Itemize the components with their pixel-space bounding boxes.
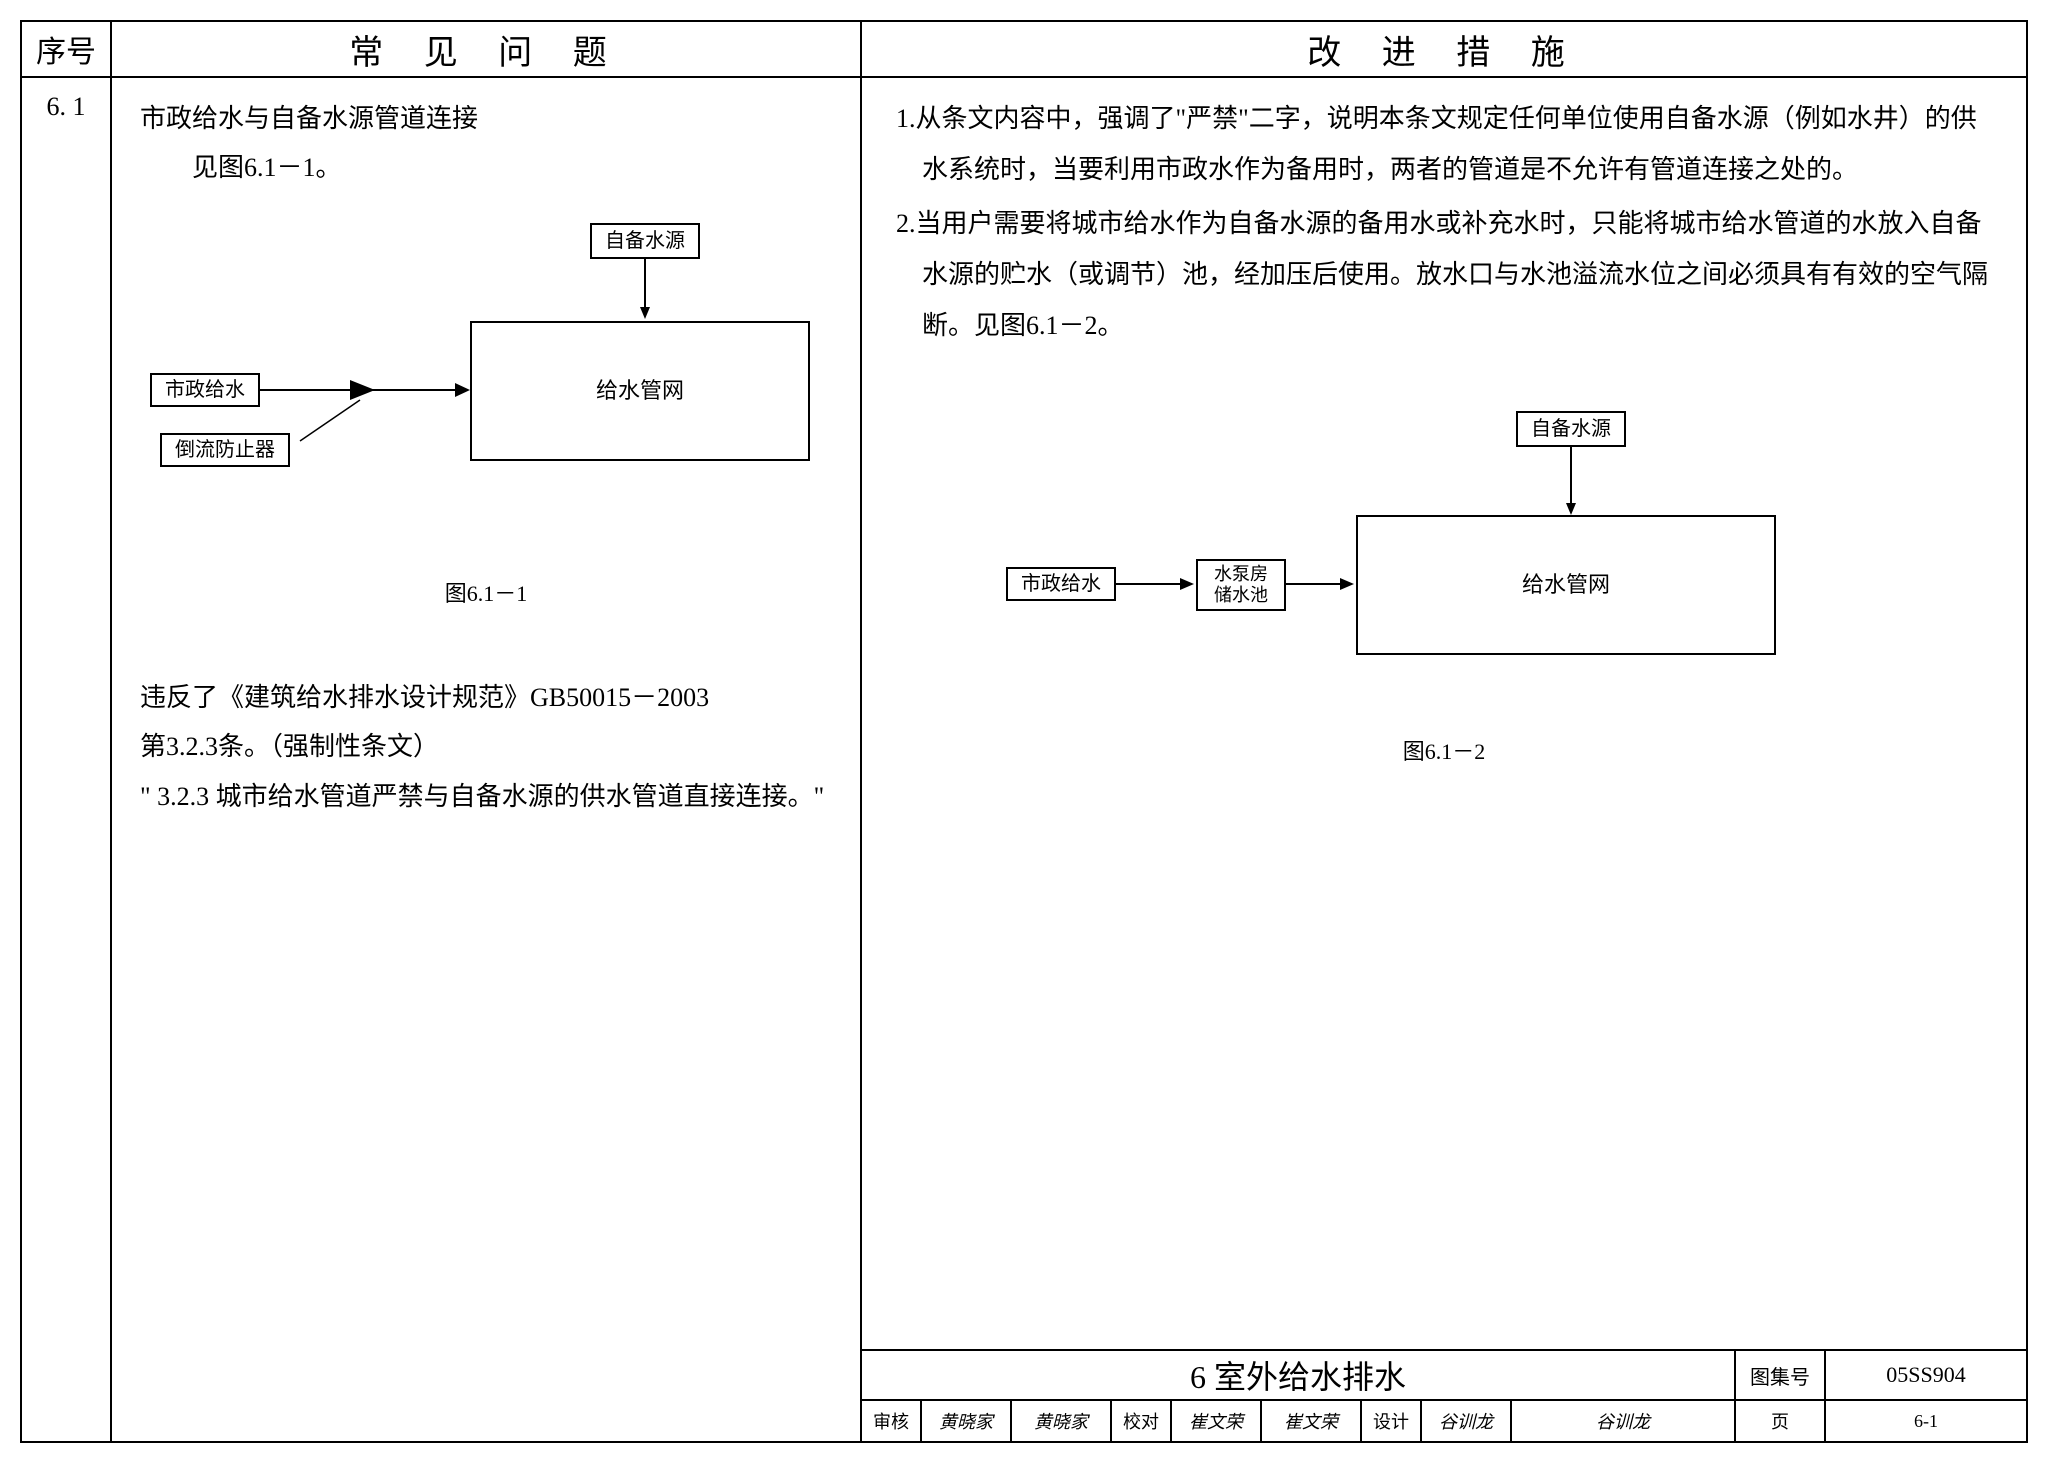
d1-caption: 图6.1－1 (140, 573, 832, 615)
catalog-label: 图集号 (1736, 1351, 1826, 1399)
d1-backflow-box: 倒流防止器 (160, 433, 290, 467)
section-title: 6 室外给水排水 (862, 1351, 1736, 1399)
page-value: 6-1 (1826, 1401, 2026, 1441)
violation-line2: 第3.2.3条。（强制性条文） (140, 722, 832, 771)
d1-pipe-icon (260, 363, 470, 443)
check-name: 崔文荣 (1172, 1401, 1262, 1441)
arrow-right-icon (1116, 571, 1196, 601)
arrow-down-icon (1566, 447, 1586, 517)
violation-line1: 违反了《建筑给水排水设计规范》GB50015－2003 (140, 673, 832, 722)
d1-network-box: 给水管网 (470, 321, 810, 461)
arrow-down-icon (640, 259, 660, 321)
signature-row: 审核 黄晓家 黄晓家 校对 崔文荣 崔文荣 设计 谷训龙 谷训龙 页 6-1 (862, 1401, 2026, 1441)
problem-title: 市政给水与自备水源管道连接 (140, 94, 832, 143)
review-label: 审核 (862, 1401, 922, 1441)
check-label: 校对 (1112, 1401, 1172, 1441)
review-name: 黄晓家 (922, 1401, 1012, 1441)
design-signature: 谷训龙 (1512, 1401, 1736, 1441)
header-problem: 常 见 问 题 (112, 22, 862, 76)
catalog-value: 05SS904 (1826, 1351, 2026, 1399)
review-signature: 黄晓家 (1012, 1401, 1112, 1441)
column-problem: 市政给水与自备水源管道连接 见图6.1－1。 自备水源 给水管网 市政给水 (112, 78, 862, 1441)
d2-municipal-box: 市政给水 (1006, 567, 1116, 601)
d2-caption: 图6.1－2 (896, 731, 1992, 774)
d1-selfsource-box: 自备水源 (590, 223, 700, 259)
solution-p1: 1.从条文内容中，强调了"严禁"二字，说明本条文规定任何单位使用自备水源（例如水… (896, 94, 1992, 195)
column-solution: 1.从条文内容中，强调了"严禁"二字，说明本条文规定任何单位使用自备水源（例如水… (862, 78, 2026, 1441)
design-name: 谷训龙 (1422, 1401, 1512, 1441)
arrow-right-icon (1286, 571, 1356, 601)
header-seq: 序号 (22, 22, 112, 76)
header-solution: 改 进 措 施 (862, 22, 2026, 76)
diagram-6-1-2: 自备水源 给水管网 市政给水 水泵房 储水池 (896, 411, 1992, 791)
violation-quote: " 3.2.3 城市给水管道严禁与自备水源的供水管道直接连接。" (140, 772, 832, 821)
title-block: 6 室外给水排水 图集号 05SS904 审核 黄晓家 黄晓家 校对 崔文荣 崔… (862, 1349, 2026, 1441)
solution-content: 1.从条文内容中，强调了"严禁"二字，说明本条文规定任何单位使用自备水源（例如水… (862, 78, 2026, 1349)
row-seq: 6. 1 (22, 78, 112, 1441)
title-row: 6 室外给水排水 图集号 05SS904 (862, 1351, 2026, 1401)
table-header: 序号 常 见 问 题 改 进 措 施 (22, 22, 2026, 78)
page-label: 页 (1736, 1401, 1826, 1441)
d2-network-box: 给水管网 (1356, 515, 1776, 655)
d2-pump-box: 水泵房 储水池 (1196, 559, 1286, 611)
check-signature: 崔文荣 (1262, 1401, 1362, 1441)
technical-document-page: 序号 常 见 问 题 改 进 措 施 6. 1 市政给水与自备水源管道连接 见图… (20, 20, 2028, 1443)
problem-see: 见图6.1－1。 (140, 143, 832, 192)
table-body: 6. 1 市政给水与自备水源管道连接 见图6.1－1。 自备水源 给水管网 市政… (22, 78, 2026, 1441)
solution-p2: 2.当用户需要将城市给水作为自备水源的备用水或补充水时，只能将城市给水管道的水放… (896, 199, 1992, 351)
d1-municipal-box: 市政给水 (150, 373, 260, 407)
diagram-6-1-1: 自备水源 给水管网 市政给水 (140, 213, 832, 633)
design-label: 设计 (1362, 1401, 1422, 1441)
d2-selfsource-box: 自备水源 (1516, 411, 1626, 447)
